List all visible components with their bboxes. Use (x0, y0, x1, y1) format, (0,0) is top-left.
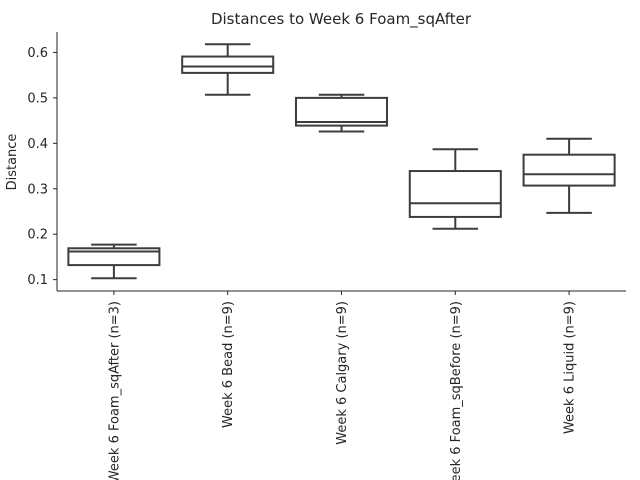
iqr-box (181, 55, 275, 74)
y-tick-label: 0.1 (27, 273, 48, 288)
box-5 (522, 137, 616, 214)
x-ticks: Week 6 Foam_sqAfter (n=3) Week 6 Bead (n=… (107, 291, 578, 480)
y-tick-label: 0.4 (27, 137, 48, 152)
x-tick-label: Week 6 Calgary (n=9) (335, 301, 350, 445)
x-tick-label: Week 6 Bead (n=9) (221, 301, 236, 428)
box-1 (67, 243, 161, 280)
x-tick-label: Week 6 Foam_sqBefore (n=9) (449, 301, 464, 480)
x-tick-label: Week 6 Liquid (n=9) (563, 301, 578, 434)
chart-title: Distances to Week 6 Foam_sqAfter (211, 10, 472, 29)
iqr-box (522, 153, 616, 187)
box-2 (181, 43, 275, 96)
box-4 (408, 148, 502, 230)
y-tick-label: 0.5 (27, 91, 48, 106)
boxes (67, 43, 616, 280)
y-axis-label: Distance (5, 134, 20, 191)
iqr-box (408, 170, 502, 218)
y-tick-label: 0.3 (27, 182, 48, 197)
x-tick-label: Week 6 Foam_sqAfter (n=3) (107, 301, 122, 480)
iqr-box (67, 247, 161, 267)
y-tick-label: 0.2 (27, 228, 48, 243)
y-tick-label: 0.6 (27, 46, 48, 61)
y-ticks: 0.1 0.2 0.3 0.4 0.5 0.6 (27, 46, 57, 288)
box-3 (294, 93, 389, 133)
